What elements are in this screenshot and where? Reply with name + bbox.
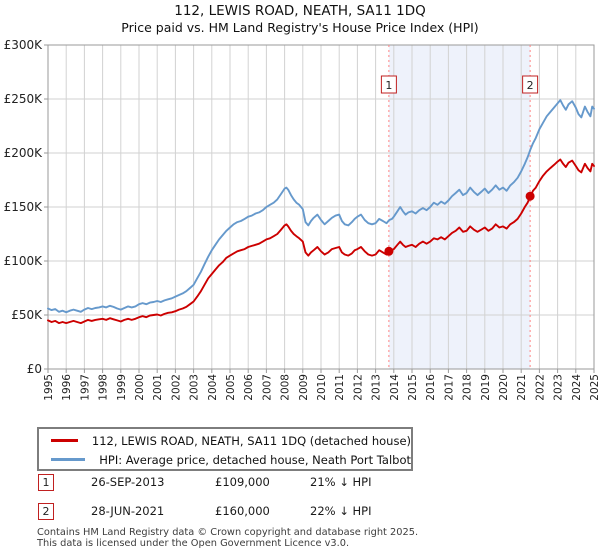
legend-hpi-label: HPI: Average price, detached house, Neat… xyxy=(99,452,411,467)
sale-1-date: 26-SEP-2013 xyxy=(91,475,165,489)
chart-subtitle: Price paid vs. HM Land Registry's House … xyxy=(121,20,479,35)
x-axis-year-label: 2025 xyxy=(589,374,600,401)
price-line xyxy=(47,158,595,325)
hpi-line-swatch xyxy=(51,458,86,461)
legend-property-label: 112, LEWIS ROAD, NEATH, SA11 1DQ (detach… xyxy=(91,433,411,448)
property-line-swatch xyxy=(51,439,78,442)
x-axis-year-label: 2016 xyxy=(425,374,437,401)
legend-item-hpi: HPI: Average price, detached house, Neat… xyxy=(39,450,411,469)
sale-1-hpi-delta: 21% ↓ HPI xyxy=(310,475,372,489)
chart-title: 112, LEWIS ROAD, NEATH, SA11 1DQ xyxy=(174,3,426,19)
x-axis-year-label: 2022 xyxy=(534,374,546,401)
x-axis-year-label: 2009 xyxy=(298,374,310,401)
sale-2-hpi-delta: 22% ↓ HPI xyxy=(310,504,372,518)
x-axis-year-label: 2021 xyxy=(516,374,528,401)
sale-number-box-label: 2 xyxy=(527,79,534,92)
sale-2-date: 28-JUN-2021 xyxy=(91,504,165,518)
footer-copyright-line: Contains HM Land Registry data © Crown c… xyxy=(37,527,419,538)
attribution-footer: Contains HM Land Registry data © Crown c… xyxy=(37,527,419,549)
plot-border xyxy=(47,44,595,370)
x-axis-year-label: 1995 xyxy=(43,374,55,401)
x-axis-year-label: 2015 xyxy=(407,374,419,401)
x-axis-year-label: 2017 xyxy=(443,374,455,401)
x-axis-year-label: 2024 xyxy=(571,374,583,401)
x-axis-year-label: 1998 xyxy=(98,374,110,401)
y-axis-tick-label: £200K xyxy=(4,146,44,160)
chart-header: 112, LEWIS ROAD, NEATH, SA11 1DQ Price p… xyxy=(0,3,600,36)
sale-2-price: £160,000 xyxy=(215,504,270,518)
x-axis-year-label: 2011 xyxy=(334,374,346,401)
x-axis-year-label: 2014 xyxy=(389,374,401,401)
x-axis-year-label: 2010 xyxy=(316,374,328,401)
x-axis-year-label: 1997 xyxy=(79,374,91,401)
price-line xyxy=(47,99,595,314)
footer-licence-line: This data is licensed under the Open Gov… xyxy=(37,537,350,549)
legend-item-property: 112, LEWIS ROAD, NEATH, SA11 1DQ (detach… xyxy=(39,431,411,450)
x-axis-year-label: 2002 xyxy=(170,374,182,401)
sale-number-box xyxy=(380,75,397,94)
x-axis-year-label: 2019 xyxy=(480,374,492,401)
y-axis-tick-label: £100K xyxy=(4,254,44,268)
x-axis-year-label: 2007 xyxy=(261,374,273,401)
x-axis-year-label: 2012 xyxy=(352,374,364,401)
x-axis-year-label: 2006 xyxy=(243,374,255,401)
sale-row-1: 1 26-SEP-2013 £109,000 21% ↓ HPI xyxy=(0,474,600,492)
x-axis-year-label: 1999 xyxy=(116,374,128,401)
sale-marker-dot xyxy=(525,191,535,201)
y-axis-tick-label: £50K xyxy=(11,308,43,322)
x-axis-year-label: 1996 xyxy=(61,374,73,401)
y-axis-tick-label: £250K xyxy=(4,92,44,106)
x-axis-year-label: 2005 xyxy=(225,374,237,401)
price-history-chart: 1 2 £0 £50K £100K £150K £200K £250K £300K 1995 199… xyxy=(4,38,600,401)
chart-legend: 112, LEWIS ROAD, NEATH, SA11 1DQ (detach… xyxy=(37,427,413,471)
x-axis-year-label: 2004 xyxy=(207,374,219,401)
x-axis-year-label: 2000 xyxy=(134,374,146,401)
x-axis-year-label: 2018 xyxy=(462,374,474,401)
x-axis-year-label: 2001 xyxy=(152,374,164,401)
sale-marker-dot xyxy=(384,246,394,256)
x-axis-year-label: 2023 xyxy=(553,374,565,401)
y-axis-tick-label: £150K xyxy=(4,200,44,214)
y-axis-tick-label: £0 xyxy=(27,362,42,376)
y-axis-tick-label: £300K xyxy=(4,38,44,52)
sale-number-box xyxy=(522,75,539,94)
x-axis-year-label: 2013 xyxy=(371,374,383,401)
sale-1-price: £109,000 xyxy=(215,475,270,489)
sale-number-box-label: 1 xyxy=(385,79,392,92)
sale-1-number-badge: 1 xyxy=(38,474,54,491)
x-axis-year-label: 2003 xyxy=(189,374,201,401)
x-axis-year-label: 2020 xyxy=(498,374,510,401)
sale-row-2: 2 28-JUN-2021 £160,000 22% ↓ HPI xyxy=(0,503,600,521)
x-axis-year-label: 2008 xyxy=(280,374,292,401)
sale-2-number-badge: 2 xyxy=(38,503,54,520)
